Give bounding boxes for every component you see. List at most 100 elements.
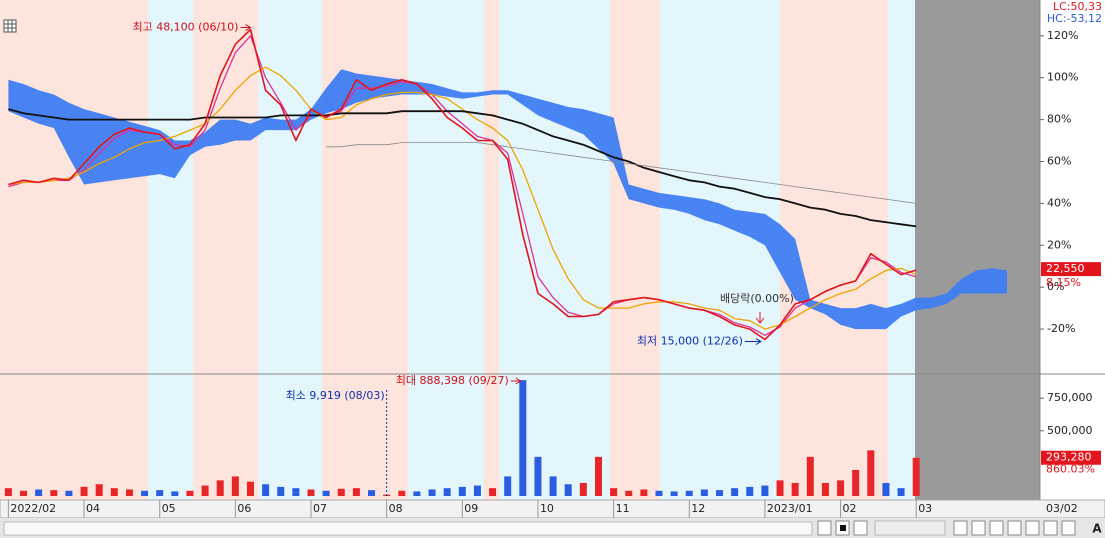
menu-icon[interactable] [3, 19, 17, 33]
volume-bar [35, 489, 43, 496]
volume-bar [912, 457, 920, 496]
volume-bar [337, 488, 345, 496]
y-tick-label: 20% [1047, 238, 1071, 251]
y-tick-label: 100% [1047, 71, 1078, 84]
volume-bar [685, 490, 693, 496]
max-arrow [510, 377, 522, 385]
x-tick-label: 11 [616, 502, 630, 515]
x-tick-label: 02 [843, 502, 857, 515]
volume-bar [473, 485, 481, 496]
x-tick-label: 05 [162, 502, 176, 515]
plot: 120% 100% 80% 60% 40% 20% 0% -20% 최고 48,100 (06/… [4, 21, 1101, 518]
volume-bar [534, 456, 542, 496]
volume-bar [897, 488, 905, 496]
volume-bar [171, 491, 179, 496]
band [610, 0, 660, 500]
x-tick-label: 07 [313, 502, 327, 515]
volume-bar [368, 490, 376, 496]
band [499, 0, 610, 500]
hc-label: HC:-53,12 [1047, 12, 1102, 25]
volume-bar [655, 490, 663, 496]
volume-bar [110, 488, 118, 496]
volume-label: 293,280 [1046, 451, 1092, 464]
price-box [1041, 262, 1101, 277]
band [0, 0, 148, 500]
volume-bar [95, 484, 103, 496]
volume-bar [731, 488, 739, 496]
toolbar-button[interactable] [989, 520, 1004, 536]
volume-bar [262, 484, 270, 496]
volume-bar [352, 488, 360, 496]
volume-bar [625, 490, 633, 496]
menu-icon-grid [4, 20, 16, 32]
band [888, 0, 915, 500]
volume-bar [292, 488, 300, 496]
toolbar-button[interactable] [971, 520, 986, 536]
volume-bar [837, 480, 845, 496]
band [258, 0, 322, 500]
volume-bar [882, 482, 890, 496]
future-area [915, 0, 1040, 500]
volume-bar [50, 490, 58, 496]
x-tick-label: 03 [918, 502, 932, 515]
moving-average [326, 142, 917, 204]
x-tick-label: 09 [464, 502, 478, 515]
low-label: 최저 15,000 (12/26) [637, 335, 743, 348]
volume-bar [458, 486, 466, 496]
volume-bar [700, 489, 708, 496]
volume-bar [489, 488, 497, 496]
y-tick-label: 0% [1047, 280, 1064, 293]
lc-label: LC:50,33 [1053, 0, 1102, 13]
volume-bar [746, 486, 754, 496]
volume-bar [761, 485, 769, 496]
volume-box [1041, 450, 1101, 465]
event-label: 배당락(0.00%) [720, 292, 794, 305]
toolbar-button[interactable] [1043, 520, 1058, 536]
volume-bar [65, 490, 73, 496]
ichimoku-cloud [8, 69, 1007, 330]
high-arrow [240, 24, 252, 31]
x-tick-label: 2023/01 [767, 502, 813, 515]
volume-bar [216, 480, 224, 496]
toolbar-button[interactable] [953, 520, 968, 536]
band [660, 0, 780, 500]
y-tick-label: 750,000 [1047, 391, 1093, 404]
volume-bar [806, 456, 814, 496]
toolbar-label[interactable]: A [1092, 522, 1102, 536]
toolbar-button[interactable] [1007, 520, 1022, 536]
y-tick-label: -20% [1047, 322, 1075, 335]
volume-bar [519, 380, 527, 496]
volume-bar [80, 486, 88, 496]
toolbar-slider[interactable] [874, 520, 946, 536]
volume-bar [398, 490, 406, 496]
toolbar-button[interactable] [1025, 520, 1040, 536]
volume-bar [821, 482, 829, 496]
volume-change-label: 860.03% [1046, 463, 1095, 476]
stop-icon [840, 525, 846, 531]
volume-bar [277, 486, 285, 496]
volume-bar [791, 482, 799, 496]
volume-bar [443, 488, 451, 496]
y-tick-label: 120% [1047, 29, 1078, 42]
volume-bar [716, 490, 724, 496]
x-tick-label: 10 [540, 502, 554, 515]
volume-bar [549, 476, 557, 496]
volume-bar [594, 456, 602, 496]
volume-bar [125, 489, 133, 496]
axis-area [1040, 0, 1105, 500]
moving-average [8, 108, 917, 228]
x-tick-label: 2022/02 [10, 502, 56, 515]
x-tick-label: 12 [691, 502, 705, 515]
volume-bar [156, 490, 164, 496]
toolbar-button[interactable] [853, 520, 868, 536]
band [780, 0, 888, 500]
x-tick-label: 06 [237, 502, 251, 515]
event-arrow [755, 312, 765, 324]
toolbar-button[interactable] [1061, 520, 1076, 536]
scrollbar[interactable] [3, 521, 813, 536]
y-tick-label: 60% [1047, 154, 1071, 167]
high-label: 최고 48,100 (06/10) [132, 21, 238, 34]
toolbar-button[interactable] [817, 520, 832, 536]
